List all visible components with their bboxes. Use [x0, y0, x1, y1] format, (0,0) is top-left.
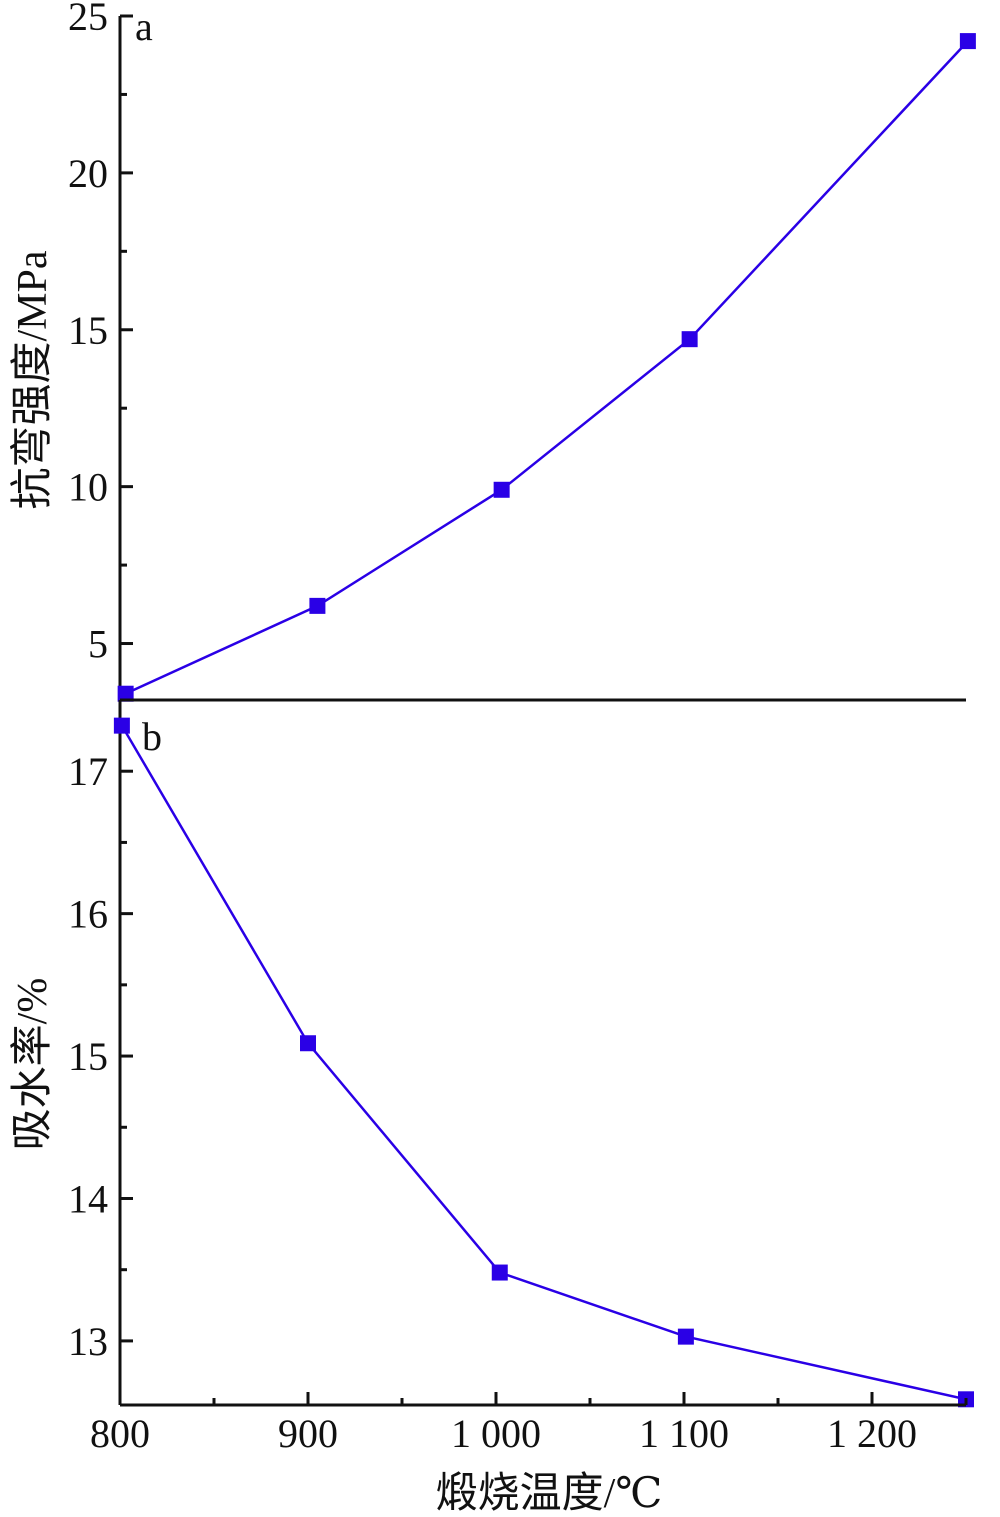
panel-a-label: a — [135, 4, 153, 49]
x-tick-label: 1 200 — [827, 1411, 917, 1456]
panel-b-y-tick-label: 17 — [68, 749, 108, 794]
panel-a-data-point — [309, 597, 326, 614]
panel-a-y-tick-label: 25 — [68, 0, 108, 39]
panel-b-data-point — [677, 1328, 694, 1345]
x-tick-label: 900 — [278, 1411, 338, 1456]
panel-b-data-point — [300, 1035, 316, 1052]
panel-b-series-line — [120, 724, 967, 1401]
panel-a-y-tick-label: 15 — [68, 308, 108, 353]
panel-a-series-line — [125, 40, 969, 695]
panel-b-y-tick-label: 15 — [68, 1034, 108, 1079]
panel-b-y-tick-label: 16 — [68, 892, 108, 937]
panel-b-label: b — [142, 714, 162, 759]
panel-b-water-absorption: 13 14 15 16 17 — [68, 698, 974, 1408]
panel-b-y-axis-title: 吸水率/% — [9, 978, 56, 1151]
x-tick-label: 1 100 — [639, 1411, 729, 1456]
panel-b-y-tick-label: 14 — [68, 1176, 108, 1221]
panel-a-data-point — [681, 331, 698, 348]
panel-b-data-point — [113, 717, 130, 734]
panel-a-data-point — [117, 685, 134, 702]
x-axis: 800 900 1 000 1 100 1 200 — [90, 1392, 968, 1456]
panel-a-data-point — [959, 33, 976, 50]
panel-b-data-point — [491, 1264, 508, 1281]
x-tick-label: 800 — [90, 1411, 150, 1456]
x-axis-title: 煅烧温度/℃ — [436, 1471, 663, 1517]
panel-a-y-axis-title: 抗弯强度/MPa — [9, 250, 56, 509]
panel-a-data-point — [493, 481, 510, 498]
panel-a-y-tick-label: 5 — [88, 622, 108, 667]
panel-a-flexural-strength: 5 10 15 20 25 — [68, 0, 976, 702]
panel-b-y-tick-label: 13 — [68, 1319, 108, 1364]
panel-a-y-tick-label: 10 — [68, 465, 108, 510]
panel-a-y-tick-label: 20 — [68, 151, 108, 196]
x-tick-label: 1 000 — [451, 1411, 541, 1456]
